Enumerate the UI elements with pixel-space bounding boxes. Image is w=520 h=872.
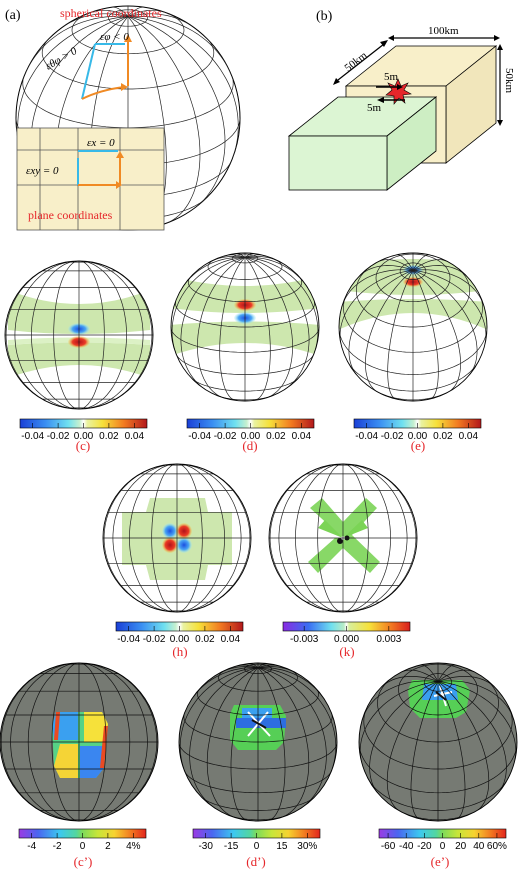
panel-e-prime-label: (e’): [431, 854, 450, 869]
dimension-100km: 100km: [428, 25, 459, 37]
colorbar-tick-label: 0.04: [292, 431, 312, 442]
colorbar-tick-label: -4: [27, 841, 36, 852]
panel-k-label: (k): [339, 644, 354, 659]
colorbar-tick-label: 40: [473, 841, 485, 852]
panel-b-label: (b): [316, 9, 333, 24]
colorbar-tick-label: -40: [399, 841, 414, 852]
plane-coordinates-label: plane coordinates: [28, 208, 113, 222]
sphere-arrows: [81, 34, 132, 100]
colorbar-tick-label: -0.04: [21, 431, 44, 442]
colorbar-e-prime: -60 -40 -20 0 20 40 60% (e’): [378, 828, 507, 869]
panel-h-label: (h): [172, 644, 187, 659]
colorbar-tick-label: 2: [105, 841, 111, 852]
colorbar-tick-label: -60: [381, 841, 396, 852]
colorbar-tick-label: -2: [53, 841, 62, 852]
colorbar-d-prime: -30 -15 0 15 30% (d’): [192, 828, 321, 869]
panel-e: [338, 252, 488, 402]
colorbar-e: -0.04 -0.02 0.00 0.02 0.04 (e): [353, 418, 482, 453]
colorbar-tick-label: -0.02: [47, 431, 70, 442]
colorbar-tick-label: 0: [440, 841, 446, 852]
colorbar-tick-label: 15: [276, 841, 288, 852]
colorbar-tick-label: 0: [254, 841, 260, 852]
panel-c-prime-label: (c’): [74, 854, 93, 869]
panel-d: [170, 252, 320, 402]
dimension-50km-right: 50km: [503, 68, 515, 94]
colorbar-tick-label: 0.04: [459, 431, 479, 442]
eps-x-label: εx = 0: [87, 137, 115, 149]
plane-arrows: [77, 150, 124, 189]
panel-b: (b) 5m 5m 100km 50km 50km: [287, 9, 515, 191]
earthquake-source-icon: [385, 78, 412, 105]
colorbar-tick-label: -0.02: [381, 431, 404, 442]
colorbar-tick-label: 4%: [126, 841, 141, 852]
panel-e-label: (e): [411, 438, 425, 453]
colorbar-c: -0.04 -0.02 0.00 0.02 0.04 (c): [19, 418, 148, 453]
colorbar-tick-label: -0.04: [117, 634, 140, 645]
panel-h: [102, 463, 252, 613]
colorbar-tick-label: 20: [455, 841, 467, 852]
colorbar-tick-label: -15: [224, 841, 239, 852]
colorbar-tick-label: 0.02: [99, 431, 119, 442]
colorbar-tick-label: -30: [198, 841, 213, 852]
panel-d-prime-label: (d’): [246, 854, 266, 869]
colorbar-tick-label: -0.02: [214, 431, 237, 442]
colorbar-tick-label: 0.00: [170, 634, 190, 645]
panel-c-label: (c): [76, 438, 90, 453]
eps-phi-label: εφ < 0: [100, 31, 129, 43]
colorbar-tick-label: 0.00: [408, 431, 428, 442]
colorbar-tick-label: 0.02: [266, 431, 286, 442]
colorbar-tick-label: 0.00: [74, 431, 94, 442]
colorbar-tick-label: 0.02: [433, 431, 453, 442]
panel-c-prime: [0, 662, 159, 822]
front-block: [288, 135, 388, 191]
colorbar-tick-label: 0.003: [376, 634, 401, 645]
colorbar-tick-label: 0.04: [221, 634, 241, 645]
panel-d-prime: [178, 662, 338, 822]
colorbar-tick-label: -0.04: [188, 431, 211, 442]
colorbar-h: -0.04 -0.02 0.00 0.02 0.04 (h): [115, 621, 244, 659]
colorbar-tick-label: 60%: [487, 841, 507, 852]
plane-coordinates-box: [16, 127, 165, 231]
colorbar-tick-label: 0: [80, 841, 86, 852]
panel-d-label: (d): [242, 438, 257, 453]
colorbar-tick-label: 30%: [297, 841, 317, 852]
colorbar-tick-label: 0.00: [241, 431, 261, 442]
colorbar-d: -0.04 -0.02 0.00 0.02 0.04 (d): [186, 418, 315, 453]
eps-xy-label: εxy = 0: [26, 165, 59, 177]
colorbar-tick-label: -0.04: [355, 431, 378, 442]
colorbar-tick-label: 0.04: [125, 431, 145, 442]
panel-k: [268, 463, 418, 613]
colorbar-tick-label: -20: [417, 841, 432, 852]
panel-c: [4, 260, 154, 410]
colorbar-tick-label: 0.02: [195, 634, 215, 645]
spherical-coordinates-label: spherical coordinates: [60, 6, 162, 20]
colorbar-k: -0.003 0.000 0.003 (k): [282, 621, 411, 659]
colorbar-c-prime: -4 -2 0 2 4% (c’): [18, 828, 147, 869]
slip-label-bottom: 5m: [367, 102, 382, 114]
panel-a: (a) spherical coordinates plane coordina…: [5, 5, 241, 231]
colorbar-tick-label: -0.02: [143, 634, 166, 645]
colorbar-tick-label: 0.000: [334, 634, 359, 645]
slip-label-top: 5m: [384, 71, 399, 83]
panel-a-label: (a): [5, 8, 21, 23]
colorbar-tick-label: -0.003: [290, 634, 319, 645]
panel-e-prime: [358, 662, 518, 822]
